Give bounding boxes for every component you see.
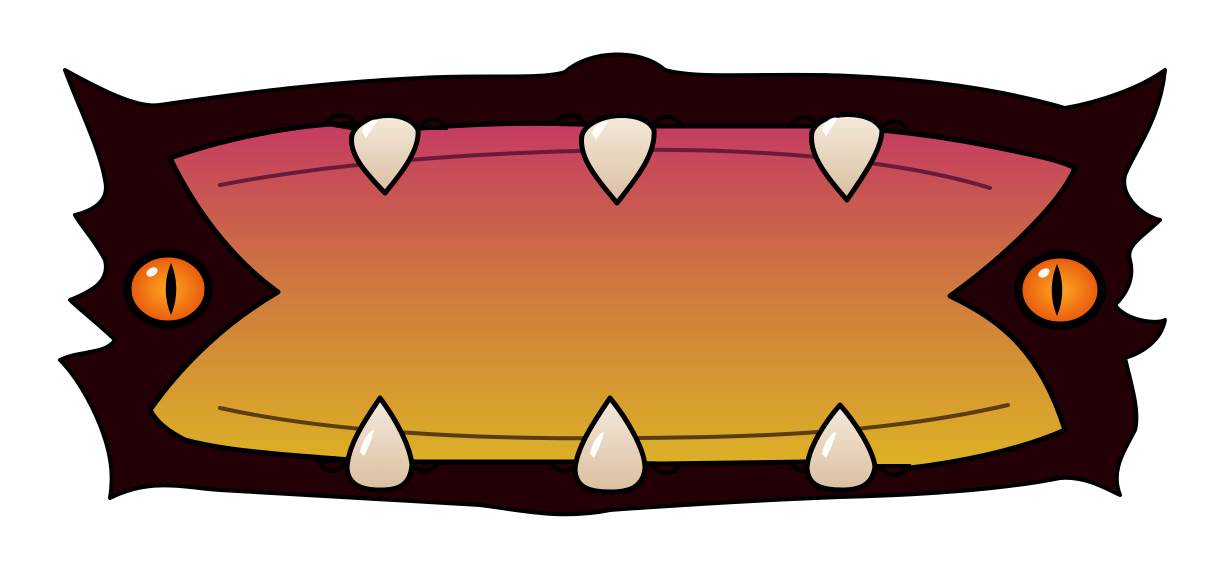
tooth-top-right [809, 112, 885, 203]
tooth-bottom-left [344, 395, 415, 493]
tooth-bottom-middle [572, 395, 648, 495]
left-eye-icon [123, 249, 213, 329]
tooth-top-middle [579, 112, 657, 206]
lower-teeth [344, 395, 878, 495]
mouth-cavity [147, 120, 1078, 471]
right-eye-icon [1014, 250, 1106, 330]
tooth-top-left [349, 113, 421, 196]
tooth-bottom-right [804, 402, 878, 493]
upper-teeth [349, 112, 885, 206]
